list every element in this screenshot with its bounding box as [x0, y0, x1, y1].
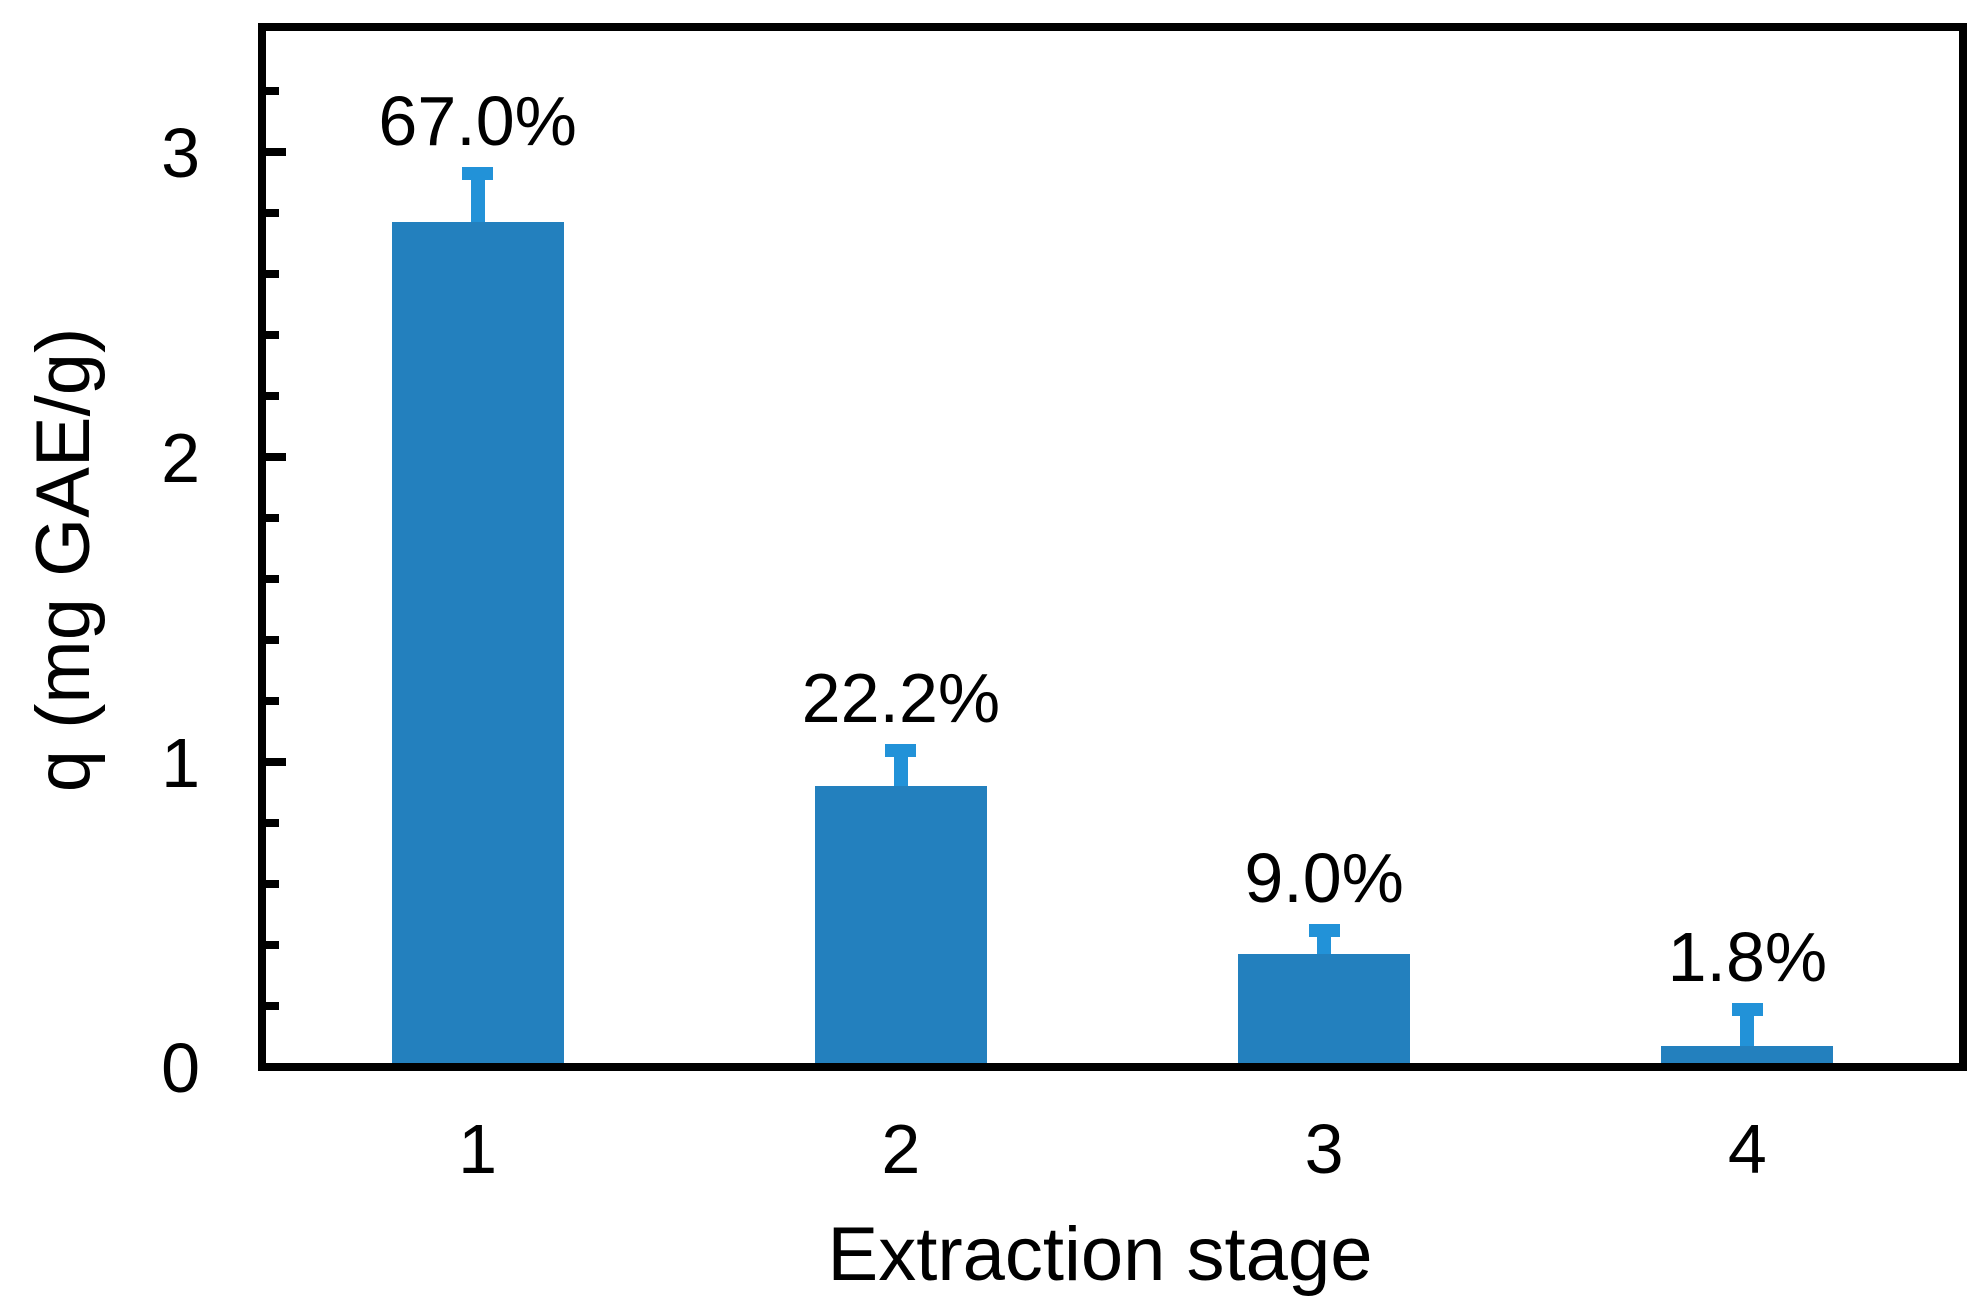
y-minor-tick [266, 941, 279, 949]
y-minor-tick [266, 209, 279, 217]
y-major-tick [266, 453, 286, 461]
x-tick-label: 2 [881, 1110, 921, 1188]
bar [814, 786, 987, 1063]
value-percentage-label: 67.0% [378, 82, 577, 161]
error-bar-stem [470, 167, 485, 223]
y-minor-tick [266, 880, 279, 888]
y-tick-label: 1 [161, 724, 200, 802]
y-minor-tick [266, 697, 279, 705]
bar [1661, 1045, 1834, 1063]
y-minor-tick [266, 270, 279, 278]
y-minor-tick [266, 331, 279, 339]
y-minor-tick [266, 819, 279, 827]
value-percentage-label: 22.2% [801, 658, 1001, 737]
value-percentage-label: 1.8% [1667, 917, 1828, 996]
x-tick-label: 4 [1727, 1110, 1767, 1188]
y-minor-tick [266, 514, 279, 522]
bar [1238, 954, 1411, 1063]
value-percentage-label: 9.0% [1244, 838, 1404, 917]
error-bar-cap [1308, 923, 1340, 937]
y-tick-label: 0 [161, 1029, 200, 1107]
y-major-tick [266, 148, 286, 156]
y-minor-tick [266, 87, 279, 95]
y-minor-tick [266, 1002, 279, 1010]
plot-area-frame [258, 23, 1967, 1071]
y-minor-tick [266, 636, 279, 644]
y-axis-title: q (mg GAE/g) [21, 327, 106, 793]
error-bar-cap [1731, 1002, 1763, 1016]
error-bar-cap [885, 743, 917, 757]
error-bar-cap [462, 167, 494, 181]
x-axis-title: Extraction stage [827, 1212, 1373, 1297]
y-major-tick [266, 758, 286, 766]
y-tick-label: 2 [161, 419, 200, 497]
y-tick-label: 3 [161, 114, 200, 192]
x-tick-label: 3 [1304, 1110, 1344, 1188]
x-tick-label: 1 [458, 1110, 498, 1188]
bar [391, 222, 564, 1063]
y-minor-tick [266, 392, 279, 400]
y-minor-tick [266, 575, 279, 583]
